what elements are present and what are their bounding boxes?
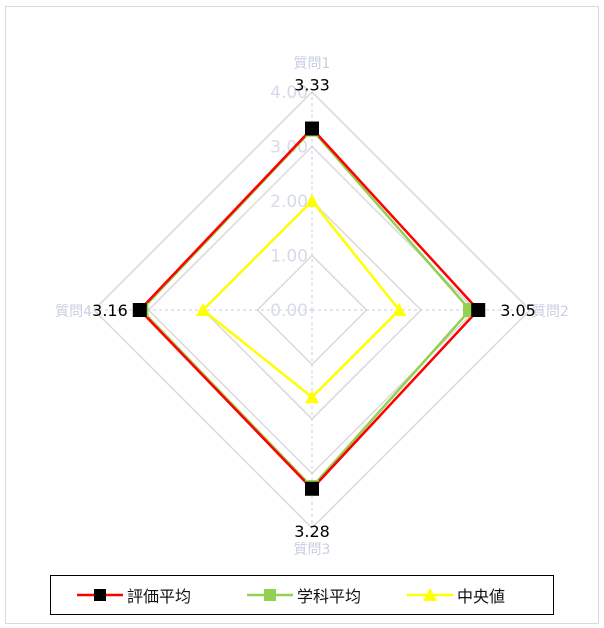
series-line <box>201 199 401 399</box>
axis-category-label: 質問2 <box>532 304 569 320</box>
tick-label: 2.00 <box>270 192 308 212</box>
data-point <box>196 303 210 316</box>
data-point <box>305 481 319 496</box>
axis-category-label: 質問4 <box>55 304 92 320</box>
axis-category-label: 質問3 <box>294 542 331 558</box>
legend-label: 中央値 <box>457 587 506 606</box>
data-label: 3.28 <box>294 522 330 541</box>
data-point <box>305 390 319 404</box>
legend: 評価平均 学科平均 中央値 <box>50 575 554 615</box>
data-label: 3.33 <box>294 76 330 95</box>
series-line <box>138 126 480 491</box>
data-label: 3.05 <box>500 301 536 320</box>
legend-item: 中央値 <box>407 576 505 614</box>
data-point <box>305 194 319 207</box>
legend-swatch <box>407 588 453 601</box>
radar-chart: 0.001.002.003.004.00 質問1質問2質問3質問43.333.0… <box>55 56 569 558</box>
legend-label: 評価平均 <box>127 587 192 606</box>
chart-area: 0.00 1.00 2.00 3.00 4.00 質問1 質問2 質問3 質問4 3.33 3.0… <box>5 6 599 624</box>
legend-swatch <box>77 589 123 601</box>
legend-item: 学科平均 <box>247 576 361 614</box>
tick-label: 0.00 <box>270 301 308 321</box>
data-point <box>132 303 147 317</box>
data-point <box>305 121 319 136</box>
tick-label: 1.00 <box>270 247 308 267</box>
legend-label: 学科平均 <box>297 587 362 606</box>
data-point <box>471 303 486 317</box>
legend-item: 評価平均 <box>77 576 191 614</box>
axis-category-label: 質問1 <box>294 56 331 72</box>
legend-swatch <box>247 589 293 601</box>
data-point <box>392 303 407 316</box>
tick-label: 4.00 <box>270 83 308 103</box>
data-label: 3.16 <box>92 301 128 320</box>
